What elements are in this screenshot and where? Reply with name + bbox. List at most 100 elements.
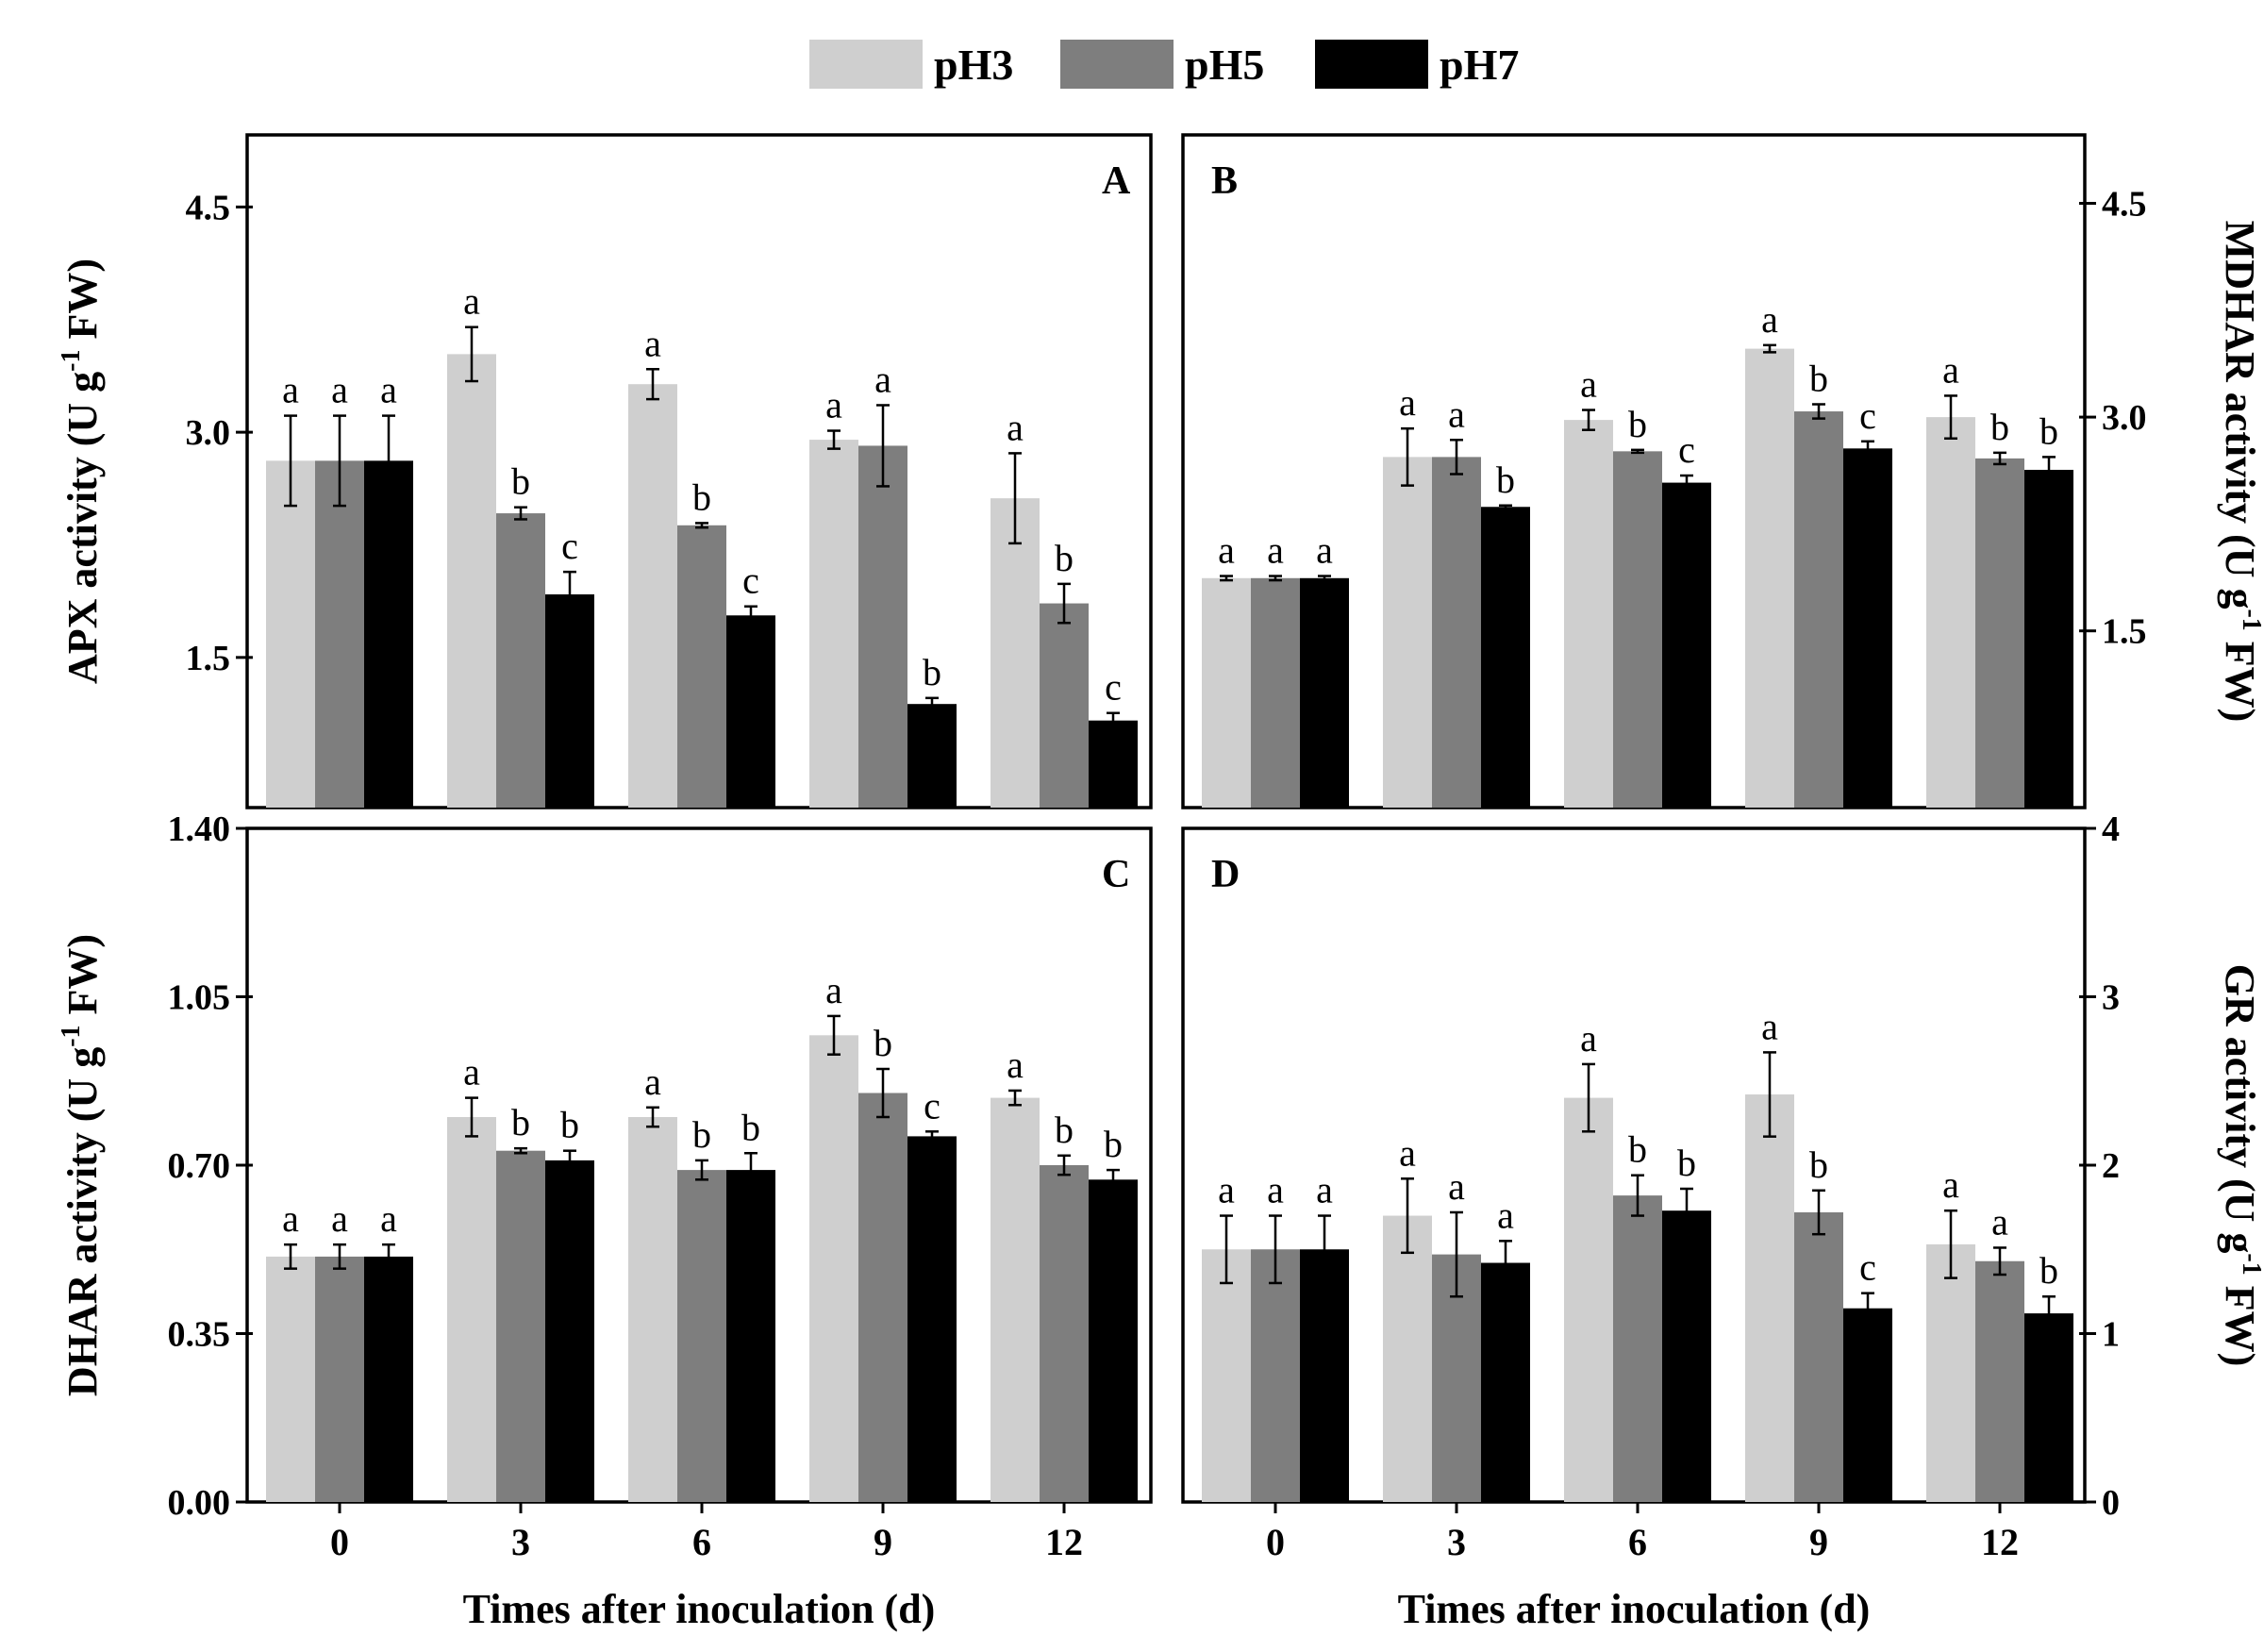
bar-ph7	[364, 460, 413, 808]
bar-ph3	[1564, 1097, 1613, 1502]
legend-label-ph7: pH7	[1440, 41, 1519, 89]
bar-ph7	[1481, 507, 1530, 808]
y-tick-label: 2	[2102, 1146, 2120, 1186]
bar-ph5	[1251, 577, 1300, 808]
significance-letter: c	[561, 525, 578, 567]
legend-label-ph5: pH5	[1185, 41, 1264, 89]
legend-swatch-ph5	[1060, 40, 1174, 89]
bar-ph3	[447, 354, 496, 808]
significance-letter: a	[874, 358, 891, 400]
bar-ph7	[1089, 720, 1138, 808]
significance-letter: c	[1105, 666, 1122, 709]
significance-letter: b	[1104, 1123, 1123, 1165]
significance-letter: c	[924, 1084, 941, 1126]
bar-ph7	[726, 615, 775, 808]
x-tick-label: 3	[1447, 1521, 1466, 1563]
y-axis-title: MDHAR activity (U g-1 FW)	[2217, 221, 2264, 723]
significance-letter: a	[1399, 1131, 1416, 1174]
significance-letter: b	[874, 1022, 892, 1064]
bar-ph7	[1843, 1308, 1892, 1502]
bar-ph7	[1300, 577, 1349, 808]
significance-letter: b	[1809, 358, 1828, 400]
bar-ph3	[266, 460, 315, 808]
y-tick-label: 3.0	[186, 413, 231, 453]
panel-label: D	[1211, 853, 1240, 896]
y-axis-title-sup: -1	[57, 350, 86, 372]
significance-letter: a	[1316, 529, 1333, 572]
y-axis-title-main: DHAR activity (U g	[59, 1047, 106, 1396]
bar-ph3	[809, 1035, 858, 1502]
bar-ph3	[1202, 1249, 1251, 1502]
bar-ph5	[1432, 457, 1481, 808]
y-tick-label: 0.00	[168, 1483, 231, 1523]
bar-ph3	[1926, 417, 1975, 808]
y-axis-title: APX activity (U g-1 FW)	[57, 259, 106, 684]
significance-letter: b	[560, 1104, 579, 1146]
bar-ph5	[1613, 1195, 1662, 1502]
bar-ph7	[1843, 448, 1892, 808]
x-tick-label: 0	[330, 1521, 349, 1563]
significance-letter: b	[1055, 537, 1074, 579]
significance-letter: a	[1399, 381, 1416, 424]
x-tick-label: 6	[692, 1521, 711, 1563]
bar-ph5	[496, 1150, 545, 1502]
significance-letter: a	[1316, 1169, 1333, 1211]
x-tick-label: 0	[1266, 1521, 1285, 1563]
significance-letter: a	[1991, 1200, 2008, 1243]
significance-letter: a	[1942, 1163, 1959, 1206]
bar-ph7	[2024, 1313, 2073, 1502]
bar-ph5	[1040, 603, 1089, 808]
bar-ph3	[990, 498, 1040, 808]
significance-letter: b	[923, 651, 941, 693]
y-tick-label: 4.5	[186, 188, 231, 227]
bar-ph7	[1300, 1249, 1349, 1502]
legend-label-ph3: pH3	[934, 41, 1013, 89]
y-axis-title-end: FW)	[2217, 1276, 2263, 1367]
y-axis-title-sup: -1	[57, 1025, 86, 1046]
significance-letter: b	[511, 460, 530, 503]
significance-letter: c	[1678, 428, 1695, 471]
significance-letter: a	[1497, 1193, 1514, 1236]
significance-letter: a	[644, 1060, 661, 1103]
significance-letter: c	[742, 559, 759, 602]
significance-letter: b	[1809, 1143, 1828, 1186]
significance-letter: b	[692, 476, 711, 518]
bar-ph7	[364, 1256, 413, 1502]
significance-letter: c	[1859, 1246, 1876, 1289]
bar-ph5	[1251, 1249, 1300, 1502]
bar-ph5	[1975, 458, 2024, 808]
panel-c: C 0.00 0.35 0.70 1.05 1.40 DHAR activity (U g-…	[57, 809, 1153, 1632]
y-axis-title-main: APX activity (U g	[59, 372, 106, 684]
y-tick-label: 4.5	[2102, 185, 2147, 225]
significance-letter: a	[825, 384, 842, 426]
x-axis-title: Times after inoculation (d)	[1398, 1586, 1871, 1632]
bar-ph7	[1089, 1179, 1138, 1502]
bar-ph5	[1794, 1211, 1843, 1502]
legend-swatch-ph7	[1315, 40, 1428, 89]
y-axis-title-sup: -1	[2237, 609, 2264, 630]
significance-letter: a	[1448, 392, 1465, 435]
significance-letter: a	[644, 322, 661, 364]
panel-label: A	[1102, 159, 1131, 203]
significance-letter: b	[1677, 1142, 1696, 1184]
bar-ph3	[447, 1117, 496, 1502]
y-tick-label: 3.0	[2102, 398, 2147, 438]
bar-ph3	[990, 1097, 1040, 1502]
y-tick-label: 0.70	[168, 1146, 231, 1186]
significance-letter: a	[463, 1051, 480, 1093]
y-tick-label: 4	[2102, 809, 2120, 849]
bar-ph5	[1613, 451, 1662, 808]
significance-letter: a	[1267, 529, 1284, 572]
bar-ph3	[1202, 577, 1251, 808]
bar-ph7	[726, 1170, 775, 1502]
y-axis-title-end: FW)	[59, 934, 106, 1026]
y-axis-title-main: MDHAR activity (U g	[2217, 221, 2263, 609]
significance-letter: a	[331, 369, 348, 411]
y-tick-label: 1.40	[168, 809, 231, 849]
bar-ph7	[1662, 482, 1711, 808]
panel-label: C	[1102, 853, 1130, 896]
y-tick-label: 1.05	[168, 978, 231, 1018]
